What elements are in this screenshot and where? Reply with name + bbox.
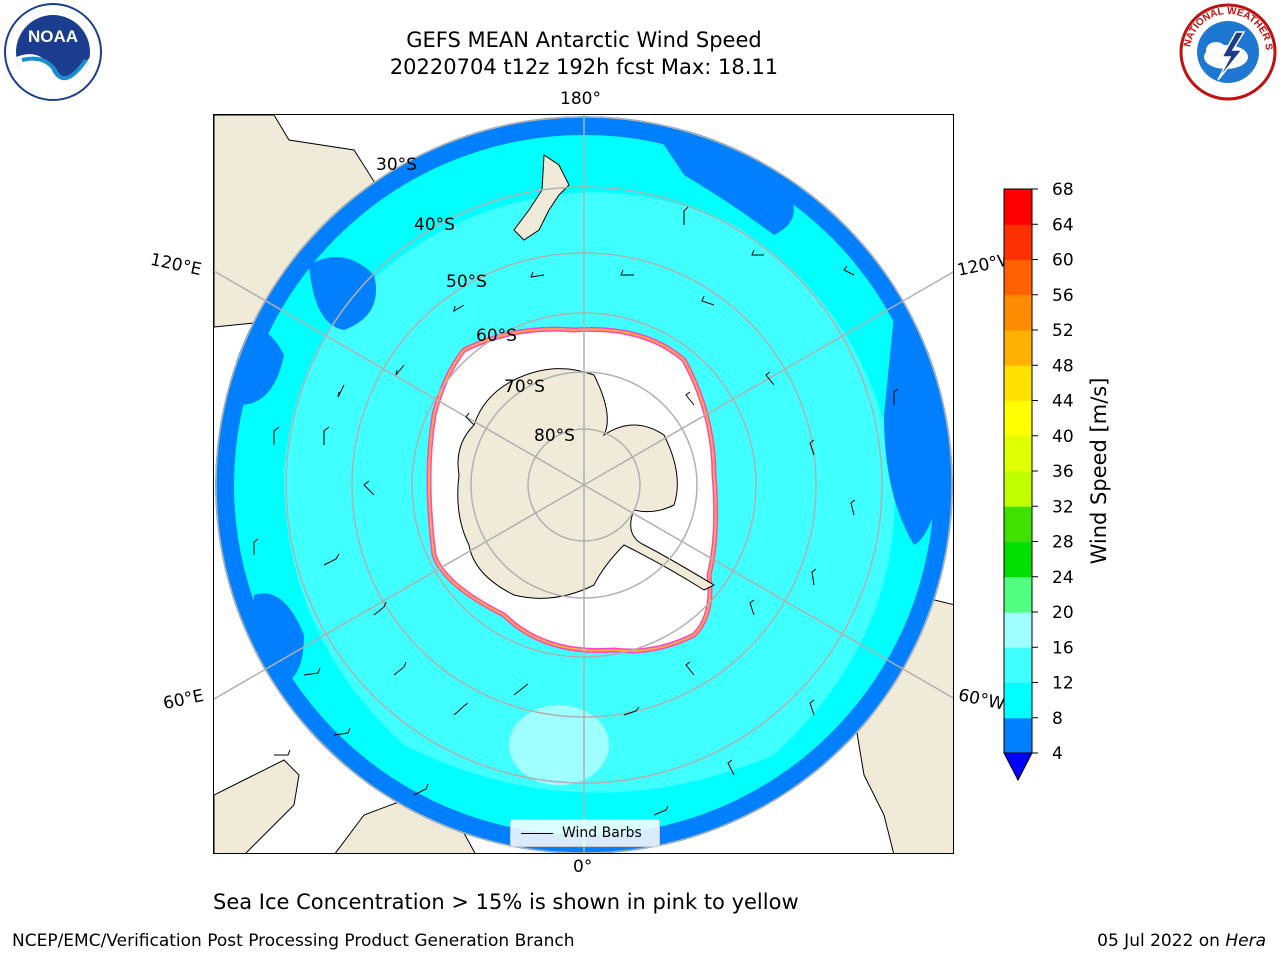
lon-label-lower-right: 60°W bbox=[956, 685, 1007, 715]
colorbar-tick-label: 12 bbox=[1052, 674, 1074, 694]
wind-patch bbox=[884, 315, 949, 545]
new-zealand-land bbox=[513, 154, 570, 241]
colorbar-tick-label: 44 bbox=[1052, 392, 1074, 412]
colorbar-tick-label: 16 bbox=[1052, 638, 1074, 658]
colorbar-segment bbox=[1004, 576, 1032, 613]
lon-label-upper-right: 120°W bbox=[955, 249, 1017, 281]
colorbar-tick-label: 4 bbox=[1052, 744, 1063, 764]
wind-patch bbox=[309, 257, 376, 330]
colorbar-segment bbox=[1004, 541, 1032, 578]
colorbar-outline bbox=[1003, 188, 1033, 754]
colorbar-segment bbox=[1004, 612, 1032, 648]
south-africa-land bbox=[214, 759, 300, 853]
producer-credit: NCEP/EMC/Verification Post Processing Pr… bbox=[12, 931, 575, 951]
colorbar-tick-label: 32 bbox=[1052, 497, 1074, 517]
colorbar-segment bbox=[1004, 682, 1032, 719]
noaa-logo-text: NOAA bbox=[28, 27, 78, 46]
colorbar-tick-label: 60 bbox=[1052, 251, 1074, 271]
issue-date-text: 05 Jul 2022 on bbox=[1097, 931, 1226, 951]
colorbar-tick-label: 48 bbox=[1052, 356, 1074, 376]
wind-patch bbox=[253, 593, 304, 685]
colorbar-tick-label: 52 bbox=[1052, 321, 1074, 341]
map-panel: 30°S 40°S 50°S 60°S 70°S 80°S Wind Barbs bbox=[213, 114, 954, 854]
noaa-logo: NOAA bbox=[4, 3, 102, 101]
colorbar-segment bbox=[1004, 435, 1032, 472]
colorbar-tick-label: 20 bbox=[1052, 603, 1074, 623]
lat-label: 40°S bbox=[414, 215, 455, 235]
colorbar-segment bbox=[1004, 189, 1032, 225]
machine-name: Hera bbox=[1225, 931, 1266, 951]
colorbar-tick-label: 64 bbox=[1052, 215, 1074, 235]
legend-label: Wind Barbs bbox=[562, 825, 642, 841]
colorbar-segment bbox=[1004, 647, 1032, 683]
latitude-labels: 30°S 40°S 50°S 60°S 70°S 80°S bbox=[376, 155, 575, 446]
issue-date: 05 Jul 2022 on Hera bbox=[1097, 931, 1266, 951]
colorbar-segment bbox=[1004, 294, 1032, 331]
colorbar-segment bbox=[1004, 400, 1032, 437]
colorbar-tick-label: 36 bbox=[1052, 462, 1074, 482]
chart-title: GEFS MEAN Antarctic Wind Speed bbox=[406, 28, 762, 52]
colorbar-under-arrow bbox=[1003, 752, 1033, 782]
legend: Wind Barbs bbox=[510, 819, 660, 847]
wind-patch bbox=[234, 328, 284, 405]
colorbar-segment bbox=[1004, 471, 1032, 507]
legend-line bbox=[521, 833, 553, 834]
wind-patch bbox=[654, 129, 794, 235]
colorbar-segment bbox=[1004, 365, 1032, 401]
lon-label-bottom: 0° bbox=[573, 857, 593, 877]
meridians bbox=[214, 115, 953, 853]
nws-logo: NATIONAL WEATHER SERVICE bbox=[1178, 2, 1277, 101]
lat-label: 70°S bbox=[504, 377, 545, 397]
colorbar-tick-label: 56 bbox=[1052, 286, 1074, 306]
polar-map: 30°S 40°S 50°S 60°S 70°S 80°S bbox=[214, 115, 953, 853]
colorbar-segment bbox=[1004, 717, 1032, 754]
colorbar-segment bbox=[1004, 330, 1032, 366]
wind-barbs bbox=[253, 206, 899, 836]
chart-subtitle: 20220704 t12z 192h fcst Max: 18.11 bbox=[389, 55, 779, 79]
lat-label: 80°S bbox=[534, 426, 575, 446]
lat-label: 30°S bbox=[376, 155, 417, 175]
colorbar-tick-label: 24 bbox=[1052, 568, 1074, 588]
lat-label: 60°S bbox=[476, 326, 517, 346]
lon-label-top: 180° bbox=[560, 89, 601, 109]
lon-label-lower-left: 60°E bbox=[161, 685, 206, 715]
lon-label-upper-left: 120°E bbox=[148, 249, 204, 281]
colorbar-segment bbox=[1004, 506, 1032, 542]
colorbar-label: Wind Speed [m/s] bbox=[1087, 378, 1111, 565]
lat-label: 50°S bbox=[446, 272, 487, 292]
sea-ice-note: Sea Ice Concentration > 15% is shown in … bbox=[213, 890, 799, 914]
colorbar-tick-label: 28 bbox=[1052, 533, 1074, 553]
colorbar-tick-label: 8 bbox=[1052, 709, 1063, 729]
colorbar-tick-label: 68 bbox=[1052, 180, 1074, 200]
colorbar-tick-label: 40 bbox=[1052, 427, 1074, 447]
